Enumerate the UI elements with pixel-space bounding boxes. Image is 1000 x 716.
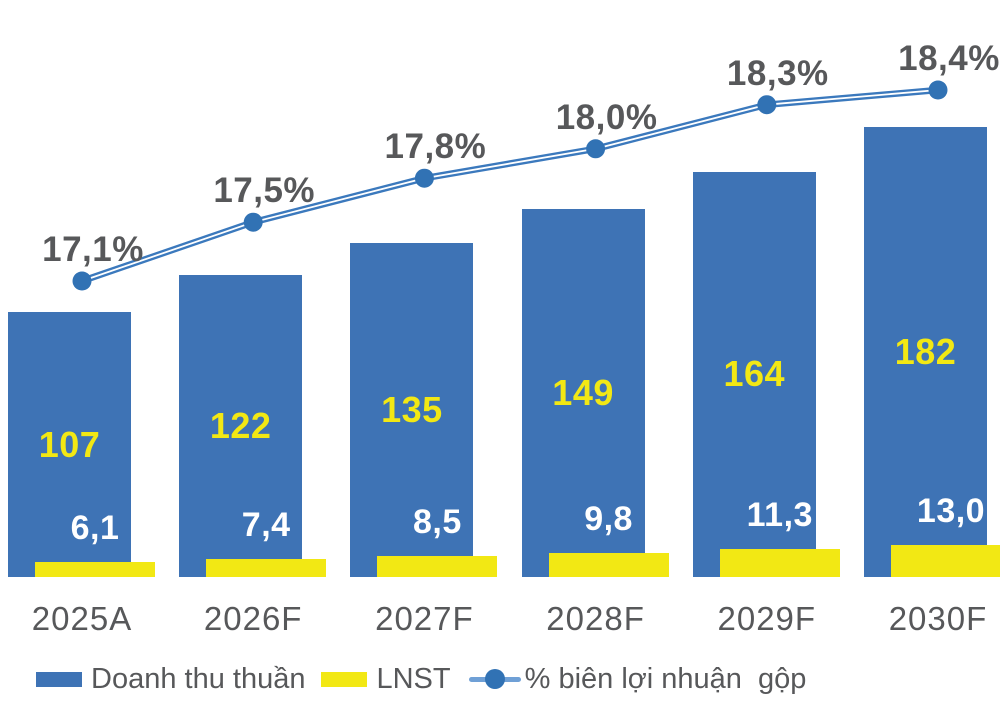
lnst-value-label: 13,0 xyxy=(916,491,986,530)
margin-marker xyxy=(414,168,434,188)
margin-percent-label: 18,4% xyxy=(898,39,1000,78)
revenue-value-label: 164 xyxy=(723,353,786,395)
legend-line-marker-icon xyxy=(468,668,521,690)
margin-percent-label: 17,1% xyxy=(42,230,144,269)
revenue-value-label: 122 xyxy=(209,405,272,447)
legend-swatch-revenue xyxy=(36,671,82,687)
lnst-bar xyxy=(206,558,327,577)
lnst-bar xyxy=(377,555,498,577)
revenue-bar xyxy=(8,312,131,577)
lnst-value-label: 11,3 xyxy=(746,496,813,535)
lnst-value-label: 6,1 xyxy=(70,508,120,547)
x-axis-label: 2025A xyxy=(31,600,133,637)
margin-marker xyxy=(757,95,777,115)
margin-percent-label: 17,8% xyxy=(384,127,487,167)
lnst-value-label: 9,8 xyxy=(584,499,633,538)
legend-label-revenue: Doanh thu thuần xyxy=(91,662,306,695)
lnst-value-label: 8,5 xyxy=(413,502,462,541)
margin-marker xyxy=(586,139,606,159)
revenue-value-label: 135 xyxy=(381,389,443,431)
revenue-bar xyxy=(179,275,303,577)
revenue-value-label: 107 xyxy=(38,423,101,465)
legend-line-dot-icon xyxy=(484,669,505,689)
legend-label-lnst: LNST xyxy=(376,662,451,695)
margin-percent-label: 18,0% xyxy=(555,97,658,137)
lnst-value-label: 7,4 xyxy=(241,505,291,544)
revenue-value-label: 182 xyxy=(894,331,957,373)
margin-marker xyxy=(243,212,263,232)
x-axis-label: 2027F xyxy=(375,600,474,637)
legend: Doanh thu thuần LNST % biên lợi nhuận gộ… xyxy=(36,661,806,697)
margin-percent-label: 17,5% xyxy=(213,171,316,211)
revenue-value-label: 149 xyxy=(552,371,614,413)
revenue-bar xyxy=(350,243,474,577)
lnst-bar xyxy=(719,549,840,577)
x-axis-label: 2029F xyxy=(717,600,817,637)
margin-marker xyxy=(72,271,92,291)
lnst-bar xyxy=(35,561,155,577)
x-axis-label: 2028F xyxy=(546,600,645,637)
legend-swatch-lnst xyxy=(321,671,368,687)
margin-marker xyxy=(928,80,948,100)
lnst-bar xyxy=(891,544,1000,577)
x-axis-label: 2030F xyxy=(888,600,988,637)
margin-percent-label: 18,3% xyxy=(726,53,829,93)
x-axis-label: 2026F xyxy=(203,600,303,637)
legend-label-margin: % biên lợi nhuận gộp xyxy=(524,662,807,695)
lnst-bar xyxy=(548,552,669,577)
